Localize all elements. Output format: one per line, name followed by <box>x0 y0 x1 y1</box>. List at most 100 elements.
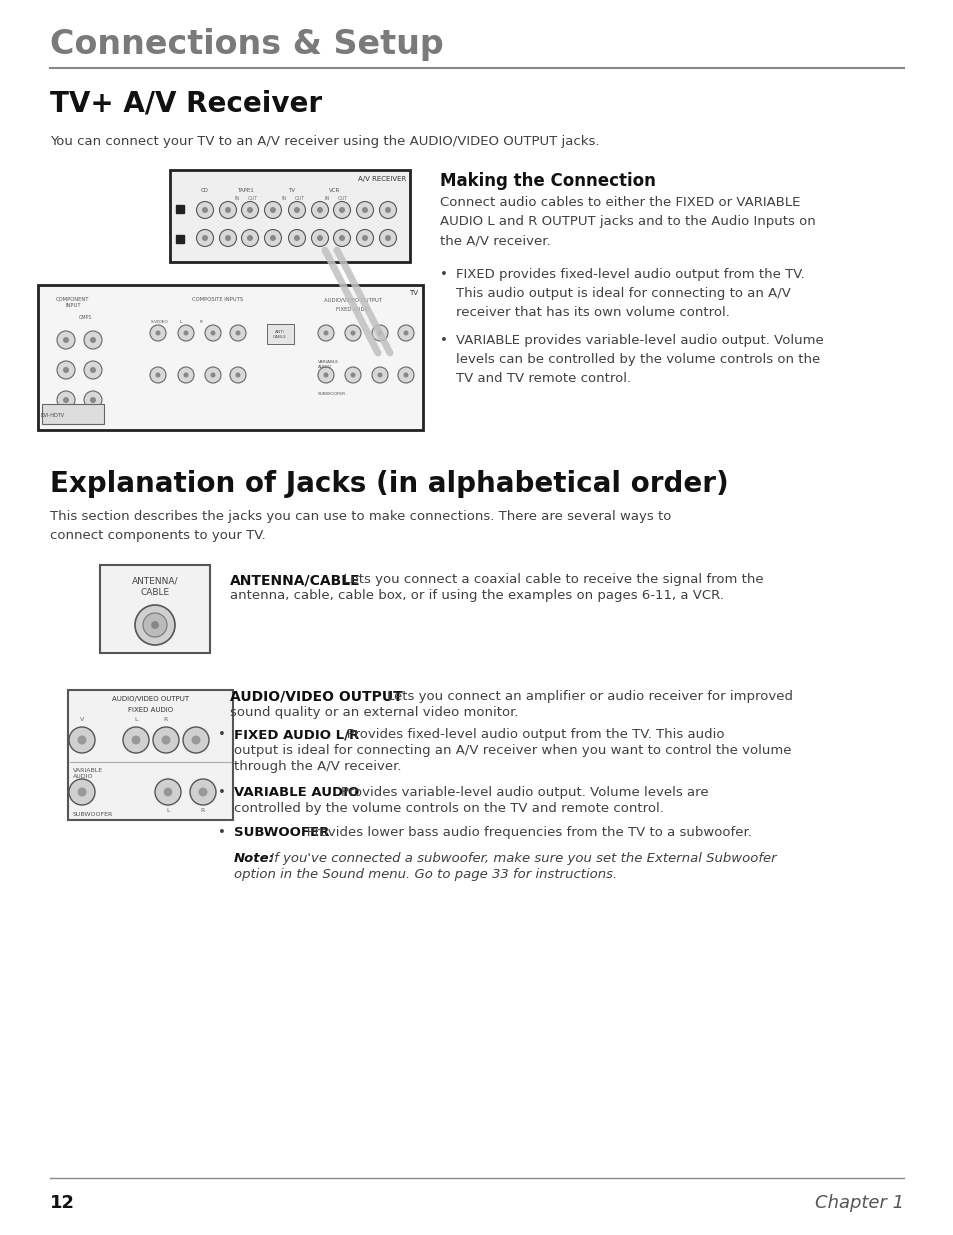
Circle shape <box>57 391 75 409</box>
Circle shape <box>385 235 391 241</box>
Circle shape <box>230 325 246 341</box>
Text: TV: TV <box>288 188 295 193</box>
Circle shape <box>163 788 172 797</box>
Text: You can connect your TV to an A/V receiver using the AUDIO/VIDEO OUTPUT jacks.: You can connect your TV to an A/V receiv… <box>50 135 598 148</box>
Text: CD: CD <box>201 188 209 193</box>
Text: VCR: VCR <box>329 188 340 193</box>
Circle shape <box>345 325 360 341</box>
Circle shape <box>403 373 408 378</box>
Text: through the A/V receiver.: through the A/V receiver. <box>233 760 401 773</box>
Circle shape <box>196 230 213 247</box>
Circle shape <box>90 396 96 403</box>
Circle shape <box>135 605 174 645</box>
Bar <box>38 285 422 430</box>
Bar <box>68 690 233 820</box>
Circle shape <box>361 207 368 212</box>
Circle shape <box>84 361 102 379</box>
Circle shape <box>317 367 334 383</box>
Bar <box>175 205 184 212</box>
FancyBboxPatch shape <box>267 324 294 345</box>
Text: FIXED provides fixed-level audio output from the TV.
This audio output is ideal : FIXED provides fixed-level audio output … <box>456 268 804 319</box>
Text: VARIABLE provides variable-level audio output. Volume
levels can be controlled b: VARIABLE provides variable-level audio o… <box>456 333 822 385</box>
Circle shape <box>190 779 215 805</box>
Text: R: R <box>199 320 202 324</box>
Text: controlled by the volume controls on the TV and remote control.: controlled by the volume controls on the… <box>233 802 663 815</box>
Circle shape <box>123 727 149 753</box>
Circle shape <box>361 235 368 241</box>
Text: FIXED AUDIO: FIXED AUDIO <box>128 706 172 713</box>
Text: output is ideal for connecting an A/V receiver when you want to control the volu: output is ideal for connecting an A/V re… <box>233 743 791 757</box>
Text: R: R <box>164 718 168 722</box>
Text: VARIABLE AUDIO: VARIABLE AUDIO <box>233 785 359 799</box>
Text: S-VIDEO: S-VIDEO <box>151 320 169 324</box>
Text: R: R <box>201 808 205 813</box>
Text: COMPOSITE INPUTS: COMPOSITE INPUTS <box>193 296 243 303</box>
Text: •: • <box>218 785 226 799</box>
Circle shape <box>198 788 208 797</box>
Circle shape <box>183 727 209 753</box>
Text: A/V RECEIVER: A/V RECEIVER <box>357 177 406 182</box>
Text: FIXED AUDIO: FIXED AUDIO <box>335 308 370 312</box>
Text: •: • <box>218 727 226 741</box>
Text: ANTENNA/CABLE: ANTENNA/CABLE <box>230 573 360 587</box>
Text: sound quality or an external video monitor.: sound quality or an external video monit… <box>230 706 518 719</box>
Text: Making the Connection: Making the Connection <box>439 172 656 190</box>
Text: AUDIO/VIDEO OUTPUT: AUDIO/VIDEO OUTPUT <box>230 690 402 704</box>
Circle shape <box>205 325 221 341</box>
Circle shape <box>205 367 221 383</box>
Text: SUBWOOFER: SUBWOOFER <box>233 826 329 839</box>
Circle shape <box>334 230 350 247</box>
Circle shape <box>323 373 328 378</box>
Text: •: • <box>439 268 447 282</box>
Circle shape <box>270 207 275 212</box>
Circle shape <box>155 373 160 378</box>
Circle shape <box>247 207 253 212</box>
Circle shape <box>397 367 414 383</box>
Circle shape <box>154 779 181 805</box>
Text: L: L <box>134 718 137 722</box>
Text: antenna, cable, cable box, or if using the examples on pages 6-11, a VCR.: antenna, cable, cable box, or if using t… <box>230 589 723 601</box>
Text: V: V <box>80 718 84 722</box>
Text: AUDIO/VIDEO OUTPUT: AUDIO/VIDEO OUTPUT <box>324 296 381 303</box>
Circle shape <box>77 736 87 745</box>
Circle shape <box>63 396 69 403</box>
Circle shape <box>77 788 87 797</box>
Text: DVI-HDTV: DVI-HDTV <box>41 412 65 417</box>
Circle shape <box>356 230 374 247</box>
Circle shape <box>270 235 275 241</box>
Text: OUT: OUT <box>248 196 258 201</box>
Circle shape <box>155 331 160 336</box>
Circle shape <box>90 337 96 343</box>
Circle shape <box>379 230 396 247</box>
Circle shape <box>90 367 96 373</box>
Circle shape <box>192 736 200 745</box>
Text: IN: IN <box>234 196 239 201</box>
Circle shape <box>397 325 414 341</box>
Circle shape <box>316 235 323 241</box>
Circle shape <box>196 201 213 219</box>
Circle shape <box>338 207 345 212</box>
Text: Provides variable-level audio output. Volume levels are: Provides variable-level audio output. Vo… <box>324 785 708 799</box>
Text: This section describes the jacks you can use to make connections. There are seve: This section describes the jacks you can… <box>50 510 671 542</box>
Circle shape <box>211 373 215 378</box>
Circle shape <box>356 201 374 219</box>
Text: IN: IN <box>281 196 286 201</box>
Circle shape <box>225 207 231 212</box>
Circle shape <box>241 201 258 219</box>
Text: option in the Sound menu. Go to page 33 for instructions.: option in the Sound menu. Go to page 33 … <box>233 868 617 881</box>
Text: •: • <box>218 826 226 839</box>
Circle shape <box>151 621 159 629</box>
Bar <box>100 564 210 653</box>
Circle shape <box>338 235 345 241</box>
Circle shape <box>150 325 166 341</box>
Text: Lets you connect a coaxial cable to receive the signal from the: Lets you connect a coaxial cable to rece… <box>335 573 762 585</box>
Circle shape <box>84 331 102 350</box>
Text: L: L <box>179 320 182 324</box>
Text: Connections & Setup: Connections & Setup <box>50 28 443 61</box>
Circle shape <box>345 367 360 383</box>
Text: Connect audio cables to either the FIXED or VARIABLE
AUDIO L and R OUTPUT jacks : Connect audio cables to either the FIXED… <box>439 196 815 247</box>
Circle shape <box>312 230 328 247</box>
Circle shape <box>202 207 208 212</box>
Text: AUDIO/VIDEO OUTPUT: AUDIO/VIDEO OUTPUT <box>112 697 189 701</box>
Text: •: • <box>439 333 447 347</box>
